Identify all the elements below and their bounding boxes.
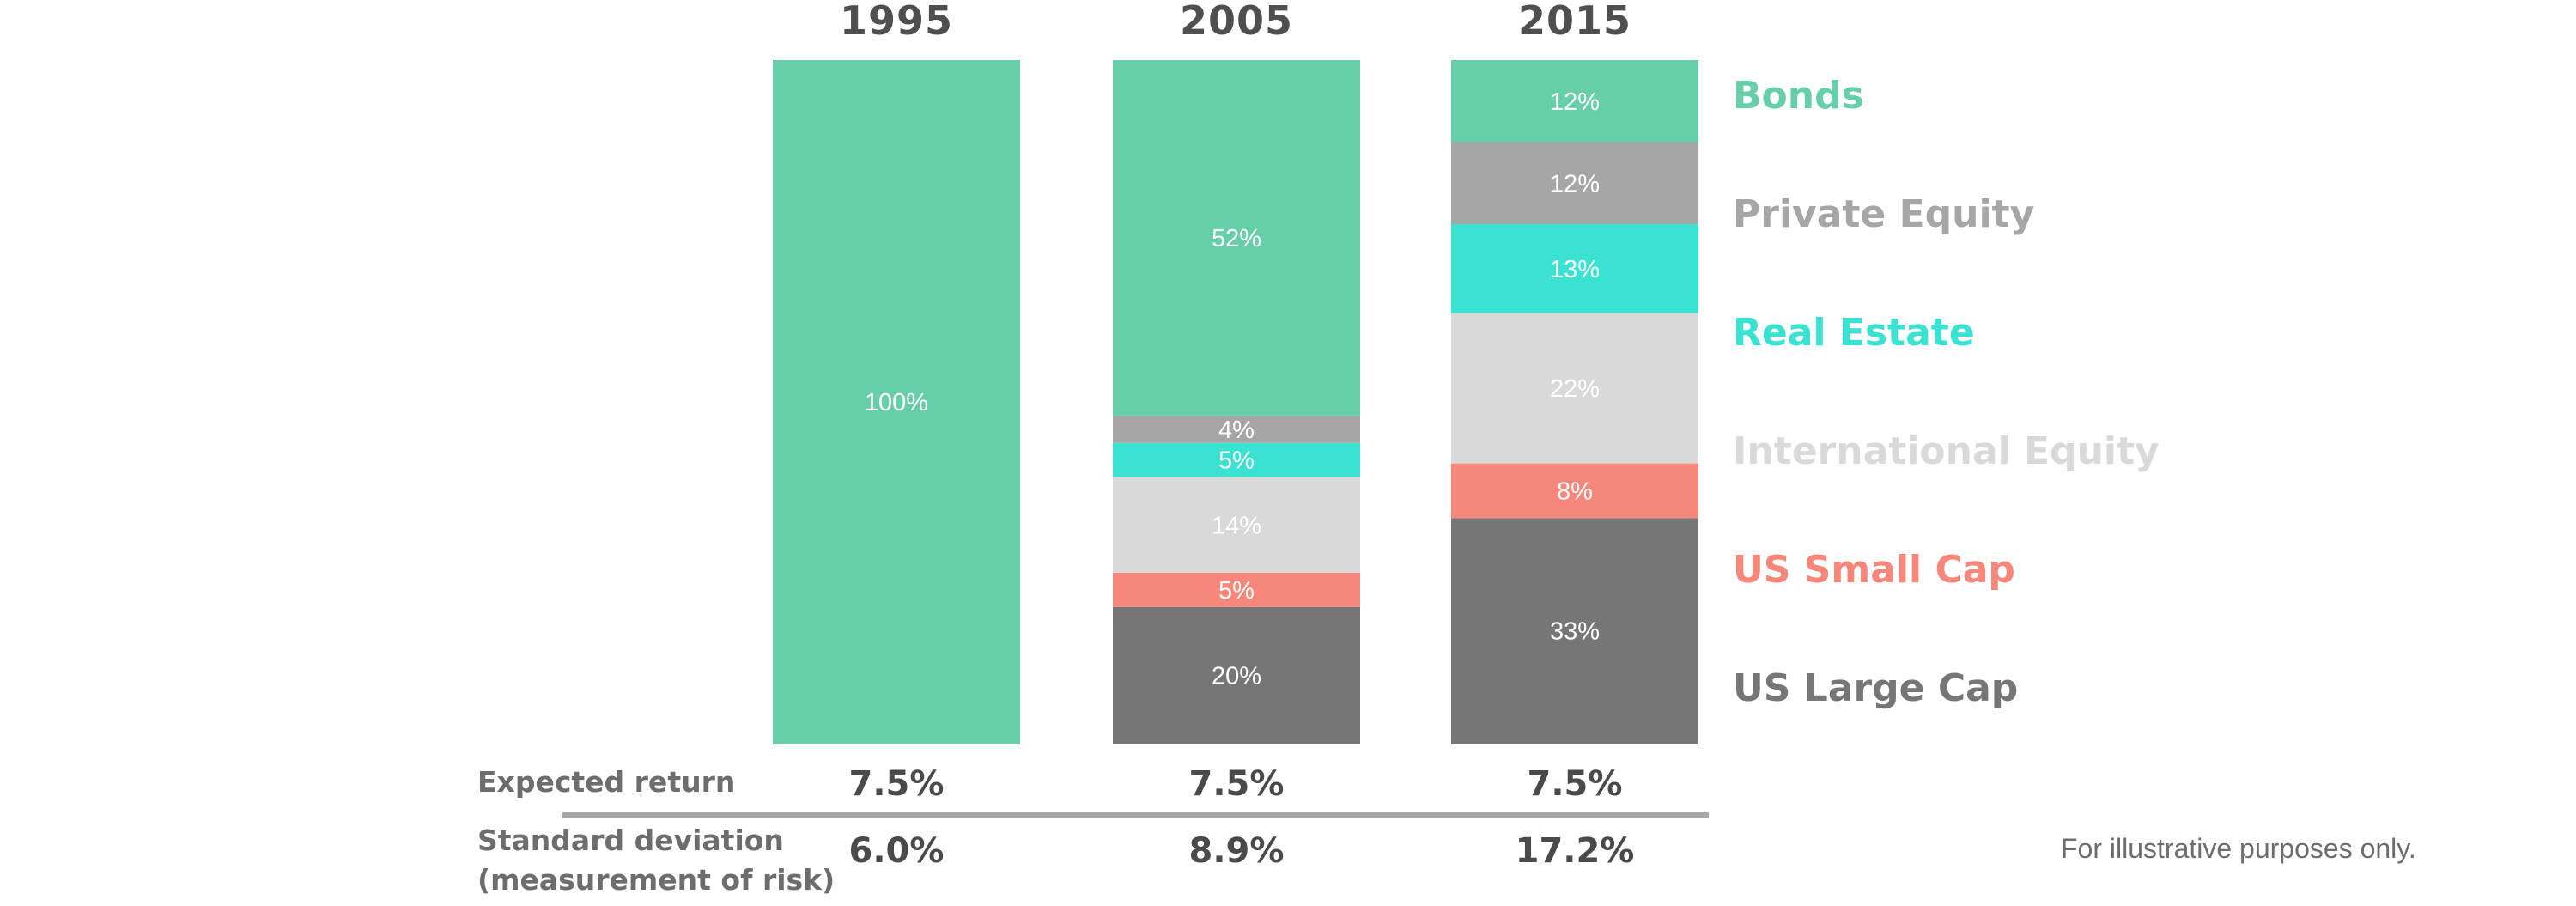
data-label-real-estate-2005: 5% bbox=[1218, 447, 1255, 475]
legend-item-private-equity: Private Equity bbox=[1733, 192, 2034, 236]
bar-segment-bonds-1995 bbox=[773, 60, 1020, 744]
bar-segment-us-small-cap-2005 bbox=[1113, 573, 1360, 607]
legend-item-international-equity: International Equity bbox=[1733, 429, 2160, 473]
row-label-standard-deviation-line-2: (measurement of risk) bbox=[477, 863, 835, 897]
footnote: For illustrative purposes only. bbox=[2061, 833, 2416, 864]
summary-row-1: Expected return 7.5% 7.5% 7.5% bbox=[477, 764, 1622, 804]
bar-segment-real-estate-2015 bbox=[1451, 224, 1698, 313]
legend-item-us-large-cap: US Large Cap bbox=[1733, 666, 2018, 710]
row-value-standard-deviation-1995: 6.0% bbox=[849, 831, 945, 871]
data-label-us-small-cap-2005: 5% bbox=[1218, 577, 1255, 605]
row-label-standard-deviation: Standard deviation bbox=[477, 824, 784, 857]
bar-segment-private-equity-2015 bbox=[1451, 142, 1698, 225]
bar-segment-bonds-2005 bbox=[1113, 60, 1360, 416]
legend: Bonds Private Equity Real Estate Internatio… bbox=[1733, 74, 2160, 710]
year-label-2005: 2005 bbox=[1180, 0, 1293, 44]
bar-segment-international-equity-2005 bbox=[1113, 477, 1360, 573]
bar-segment-international-equity-2015 bbox=[1451, 313, 1698, 464]
row-value-expected-return-2015: 7.5% bbox=[1528, 764, 1623, 804]
row-value-expected-return-2005: 7.5% bbox=[1189, 764, 1285, 804]
year-label-1995: 1995 bbox=[840, 0, 953, 44]
data-label-us-large-cap-2015: 33% bbox=[1550, 618, 1600, 646]
data-label-bonds-1995: 100% bbox=[865, 389, 928, 417]
bar-segment-private-equity-2005 bbox=[1113, 415, 1360, 443]
data-label-international-equity-2005: 14% bbox=[1212, 512, 1261, 539]
row-value-expected-return-1995: 7.5% bbox=[849, 764, 945, 804]
stacked-bars: 100% 20% 5% 14% 5% 4% 52% 33% 8% 22% 13% 12% 12% bbox=[773, 60, 1698, 744]
row-value-standard-deviation-2015: 17.2% bbox=[1516, 831, 1635, 871]
legend-item-bonds: Bonds bbox=[1733, 74, 1864, 118]
row-value-standard-deviation-2005: 8.9% bbox=[1189, 831, 1285, 871]
data-label-private-equity-2005: 4% bbox=[1218, 417, 1255, 444]
data-label-bonds-2005: 52% bbox=[1212, 225, 1261, 252]
bar-segment-us-small-cap-2015 bbox=[1451, 463, 1698, 519]
row-label-expected-return: Expected return bbox=[477, 765, 735, 799]
summary-rows: Expected return 7.5% 7.5% 7.5% Standard devi… bbox=[477, 764, 1634, 897]
bar-column-2005: 20% 5% 14% 5% 4% 52% bbox=[1113, 60, 1360, 744]
data-label-us-large-cap-2005: 20% bbox=[1212, 662, 1261, 690]
data-label-us-small-cap-2015: 8% bbox=[1557, 477, 1593, 505]
bar-segment-bonds-2015 bbox=[1451, 60, 1698, 143]
legend-item-us-small-cap: US Small Cap bbox=[1733, 548, 2015, 592]
summary-row-2: Standard deviation (measurement of risk) 6… bbox=[477, 824, 1634, 897]
year-labels: 1995 2005 2015 bbox=[840, 0, 1631, 44]
data-label-international-equity-2015: 22% bbox=[1550, 375, 1600, 403]
bar-column-1995: 100% bbox=[773, 60, 1020, 744]
legend-item-real-estate: Real Estate bbox=[1733, 311, 1975, 355]
bar-segment-real-estate-2005 bbox=[1113, 442, 1360, 477]
data-label-private-equity-2015: 12% bbox=[1550, 170, 1600, 198]
bar-column-2015: 33% 8% 22% 13% 12% 12% bbox=[1451, 60, 1698, 744]
data-label-bonds-2015: 12% bbox=[1550, 88, 1600, 116]
bar-segment-us-large-cap-2015 bbox=[1451, 518, 1698, 744]
bar-segment-us-large-cap-2005 bbox=[1113, 606, 1360, 744]
year-label-2015: 2015 bbox=[1518, 0, 1631, 44]
data-label-real-estate-2015: 13% bbox=[1550, 256, 1600, 283]
